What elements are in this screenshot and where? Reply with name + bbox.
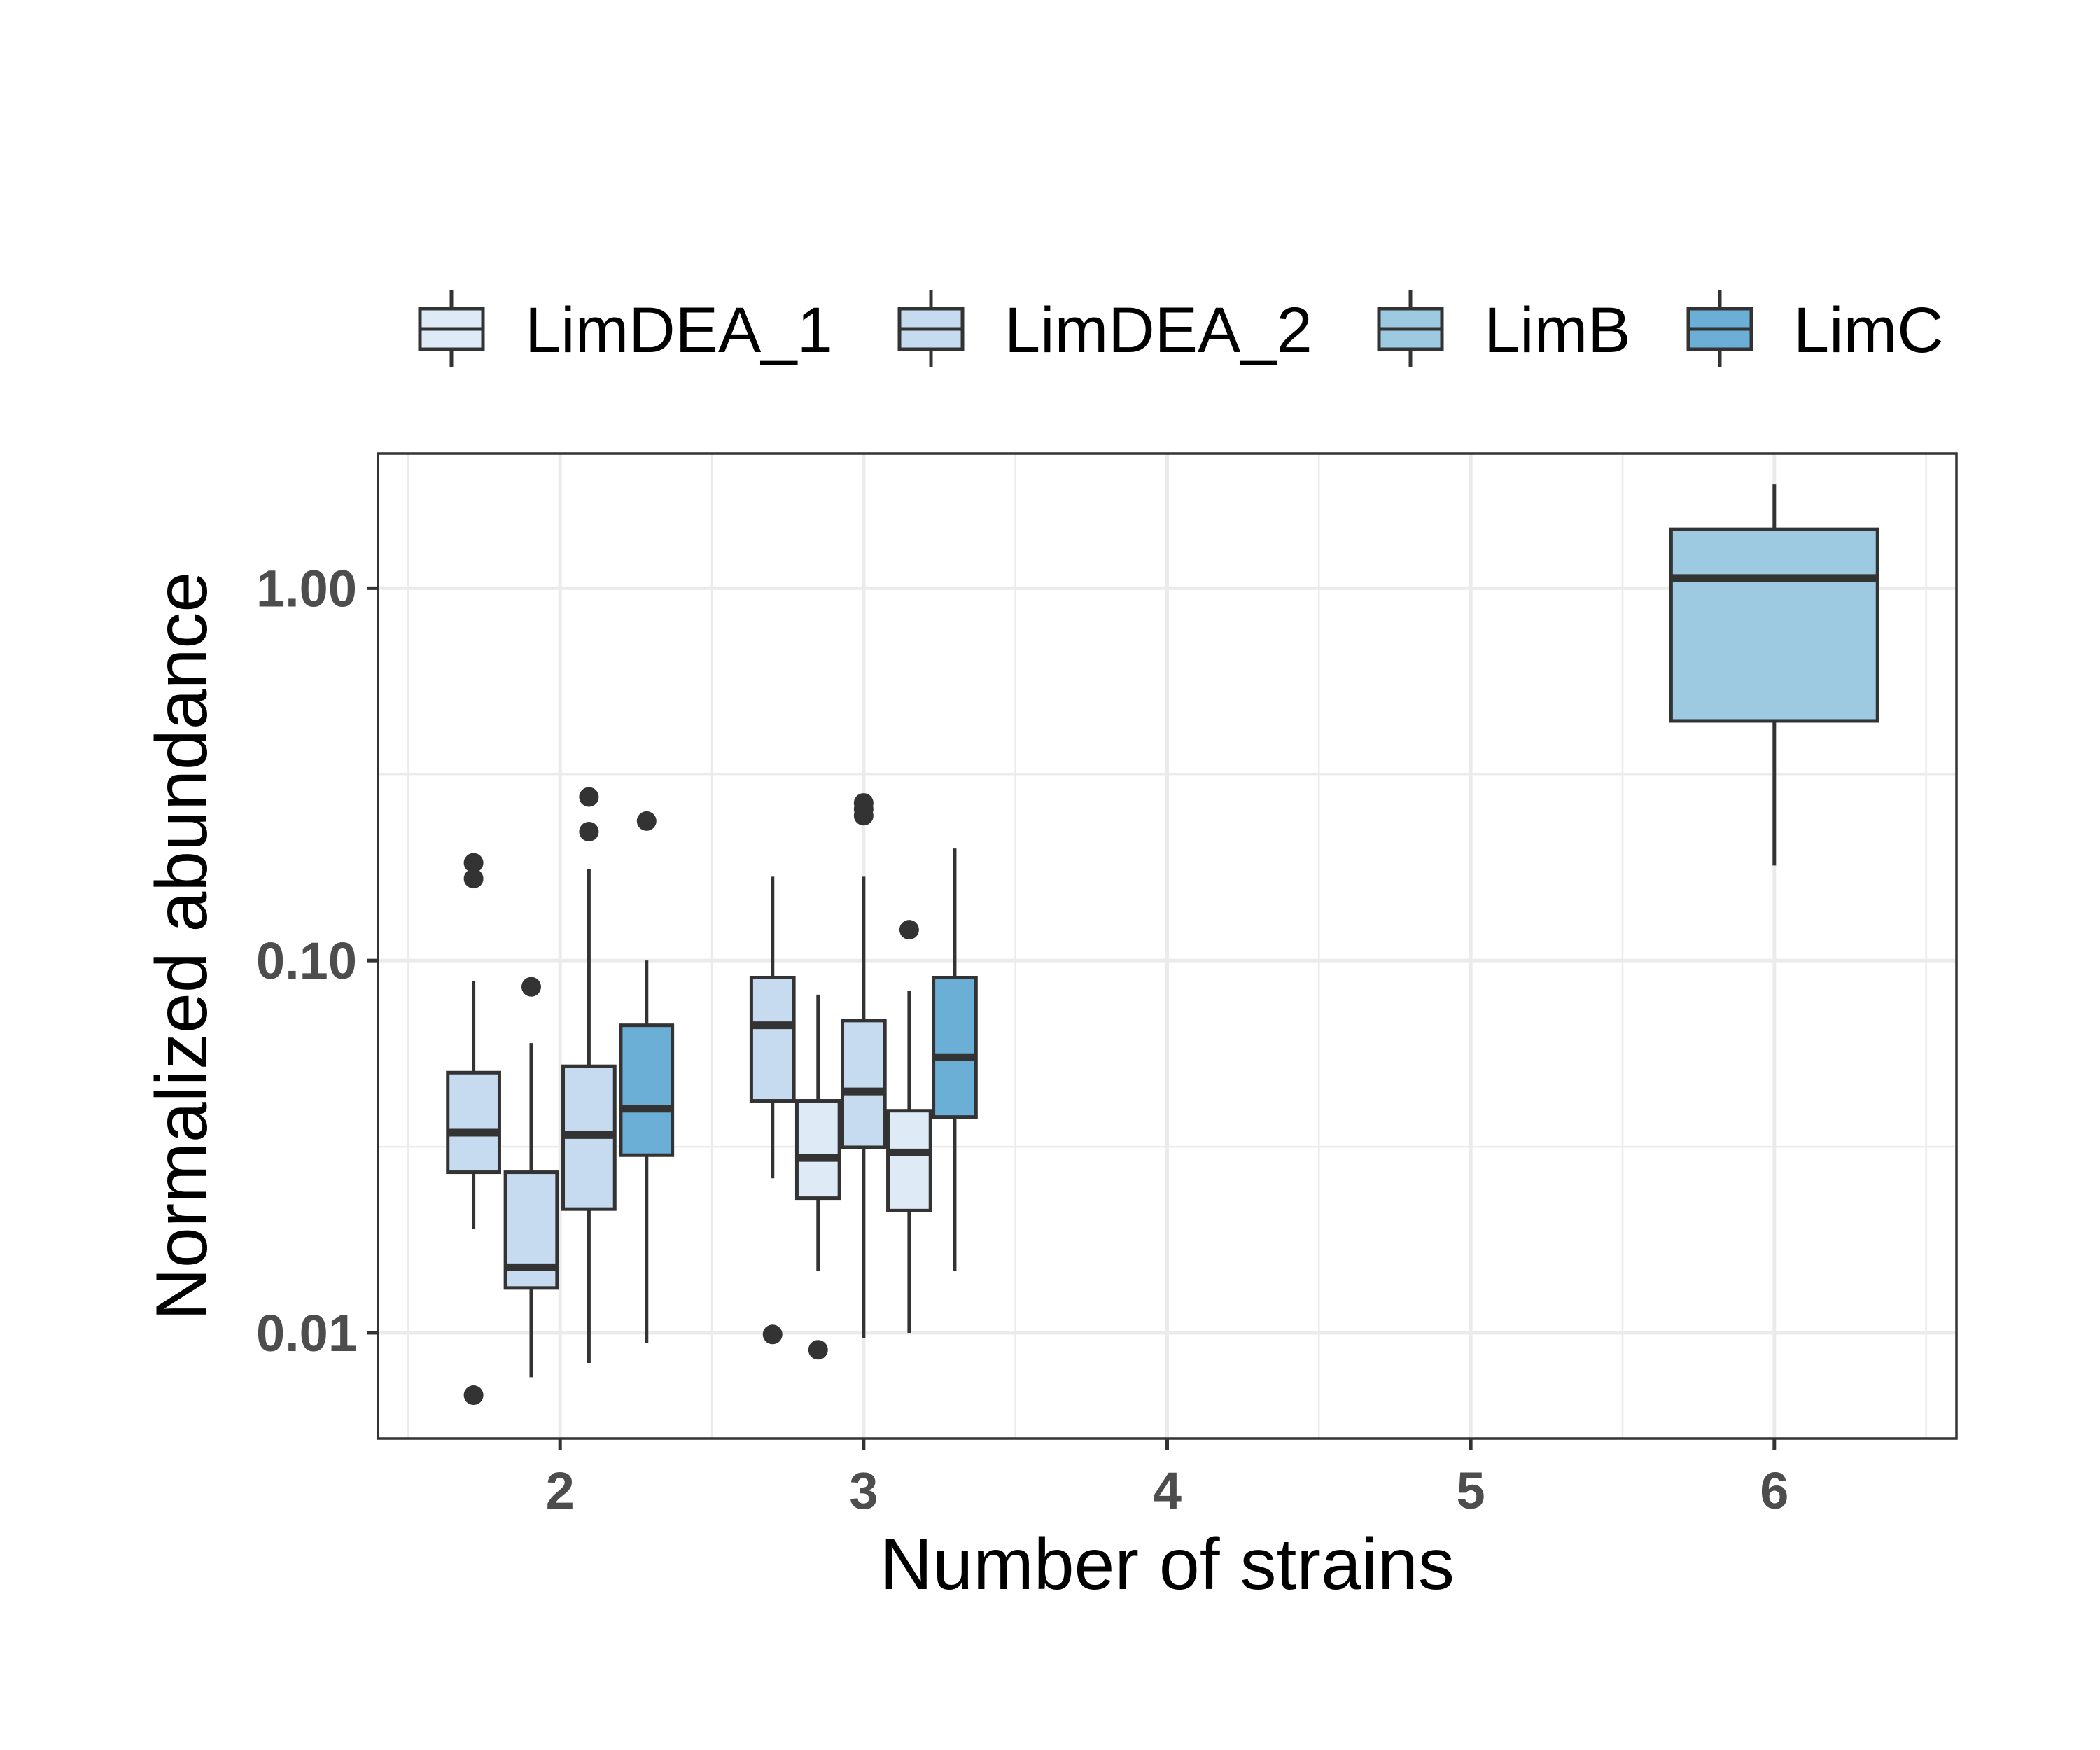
box-LimDEA_2-x3: [749, 876, 796, 1345]
y-tick-label: 0.01: [256, 1304, 357, 1362]
legend-item-LimB: LimB: [1377, 290, 1631, 368]
boxes: [446, 484, 1879, 1406]
box-iqr: [932, 976, 978, 1119]
outlier-point: [808, 1340, 828, 1360]
outlier-point: [521, 976, 541, 997]
x-tick-label: 4: [1153, 1462, 1182, 1520]
box-LimDEA_2-x2: [561, 787, 617, 1364]
box-iqr: [794, 1099, 841, 1200]
box-iqr: [446, 1070, 501, 1175]
y-axis: 0.01 0.10 1.00: [256, 559, 378, 1362]
outlier-point: [636, 811, 657, 831]
box-iqr: [840, 1018, 887, 1149]
outlier-point: [579, 787, 599, 807]
x-axis-title: Number of strains: [880, 1524, 1455, 1605]
x-tick-label: 5: [1457, 1462, 1485, 1520]
legend-label: LimC: [1793, 295, 1944, 366]
outlier-point: [762, 1324, 783, 1345]
box-LimC-x2: [619, 811, 675, 1343]
legend-item-LimC: LimC: [1686, 290, 1944, 368]
box-LimDEA_1-x3: [886, 920, 932, 1333]
x-axis: 2 3 4 5 6: [546, 1438, 1788, 1520]
outlier-point: [853, 806, 874, 826]
box-iqr: [749, 976, 796, 1103]
box-iqr: [619, 1023, 675, 1157]
outlier-point: [899, 920, 919, 940]
box-LimDEA_2-x2: [446, 853, 501, 1406]
box-iqr: [886, 1109, 932, 1212]
outlier-point: [463, 869, 484, 889]
box-LimDEA_2-x2: [503, 976, 559, 1378]
box-LimDEA_1-x3: [794, 994, 841, 1360]
legend-label: LimB: [1484, 295, 1631, 366]
legend-item-LimDEA_1: LimDEA_1: [418, 290, 833, 368]
outlier-point: [463, 853, 484, 873]
legend-label: LimDEA_2: [1004, 295, 1312, 366]
legend-label: LimDEA_1: [525, 295, 833, 366]
x-tick-label: 2: [546, 1462, 575, 1520]
outlier-point: [579, 821, 599, 841]
y-tick-label: 0.10: [256, 932, 357, 990]
box-LimDEA_2-x3: [840, 793, 887, 1338]
box-iqr: [1669, 527, 1879, 723]
legend-item-LimDEA_2: LimDEA_2: [897, 290, 1312, 368]
x-tick-label: 6: [1760, 1462, 1788, 1520]
box-LimC-x3: [932, 848, 978, 1270]
legend: LimDEA_1 LimDEA_2 LimB LimC: [418, 290, 1944, 368]
y-tick-label: 1.00: [256, 559, 357, 617]
y-axis-title: Normalized abundance: [141, 572, 223, 1321]
x-tick-label: 3: [849, 1462, 878, 1520]
box-LimB-x6: [1669, 484, 1879, 866]
outlier-point: [463, 1385, 484, 1406]
